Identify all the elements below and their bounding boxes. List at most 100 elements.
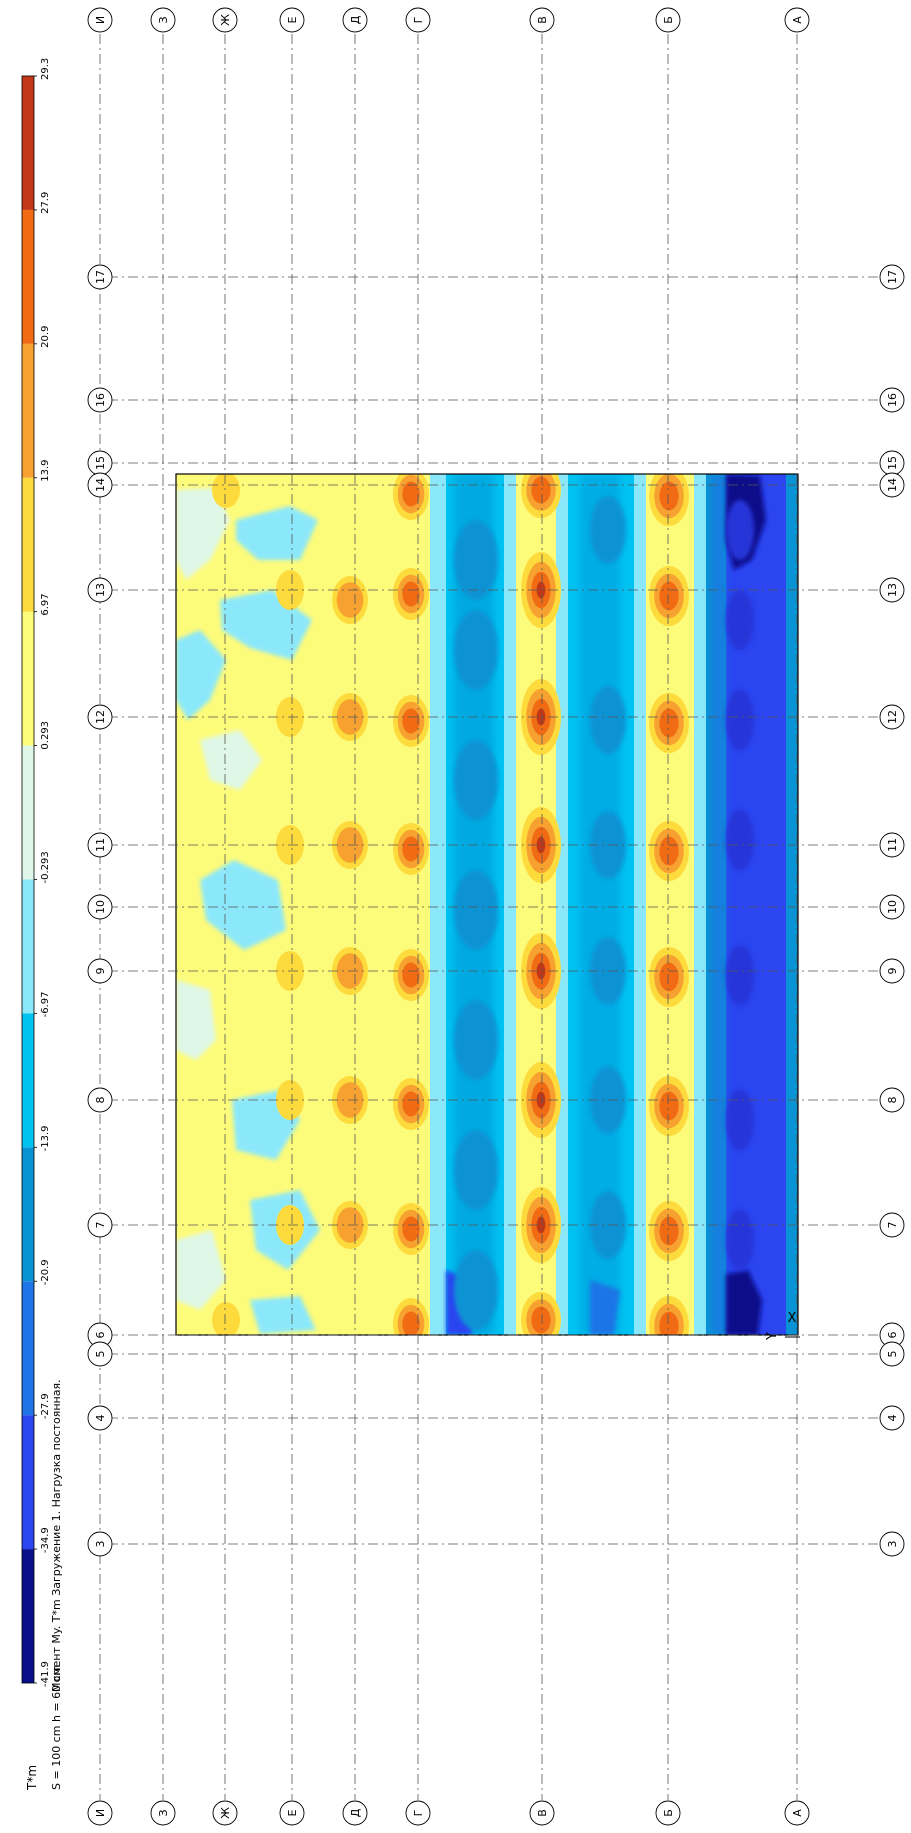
svg-text:И: И: [94, 1809, 107, 1817]
hot-spot: [531, 476, 551, 504]
hot-spot: [659, 1216, 679, 1246]
svg-text:9: 9: [94, 968, 107, 975]
grid-marker-left-7: 7: [87, 1212, 113, 1238]
hot-spot: [536, 581, 546, 599]
legend-swatch: [22, 477, 34, 612]
legend-swatch: [22, 343, 34, 478]
grid-marker-left-3: 3: [87, 1531, 113, 1557]
grid-marker-right-12: 12: [879, 704, 905, 730]
svg-text:11: 11: [886, 838, 899, 852]
hot-spot: [659, 1311, 679, 1335]
grid-marker-left-5: 5: [87, 1341, 113, 1367]
grid-marker-top-Е: Е: [279, 7, 305, 33]
svg-text:16: 16: [94, 393, 107, 407]
blue-spot: [726, 500, 754, 560]
hot-spot: [402, 1311, 420, 1335]
grid-marker-bottom-В: В: [529, 1800, 555, 1826]
color-scale-labels: -41.9 -34.9 -27.9 -20.9 -13.9 -6.97 -0.293 0.29…: [40, 58, 51, 1687]
svg-text:6: 6: [886, 1332, 899, 1339]
grid-marker-left-9: 9: [87, 958, 113, 984]
legend-value-label: 6.97: [40, 593, 51, 615]
grid-marker-right-7: 7: [879, 1212, 905, 1238]
grid-marker-top-З: З: [150, 7, 176, 33]
svg-text:Б: Б: [662, 1809, 675, 1817]
svg-text:13: 13: [886, 583, 899, 597]
hot-spot: [659, 708, 679, 738]
blue-spot: [590, 496, 626, 564]
svg-text:Б: Б: [662, 16, 675, 24]
grid-marker-left-13: 13: [87, 577, 113, 603]
origin-y-label: Y: [765, 1332, 780, 1341]
svg-text:6: 6: [94, 1332, 107, 1339]
hot-spot: [536, 708, 546, 726]
blue-spot: [454, 1130, 498, 1210]
svg-text:4: 4: [886, 1415, 899, 1422]
blue-spot: [454, 610, 498, 690]
legend-swatch: [22, 879, 34, 1014]
plot-title: Момент My. T*m Загружение 1. Нагрузка по…: [50, 1379, 63, 1692]
grid-marker-right-4: 4: [879, 1405, 905, 1431]
svg-text:Г: Г: [412, 16, 425, 23]
hot-spots: [212, 474, 689, 1335]
light-cyan-patches: [176, 488, 320, 1334]
plate-outline: [175, 473, 799, 1336]
legend-value-label: 0.293: [40, 721, 51, 750]
legend-value-label: -6.97: [40, 992, 51, 1018]
hot-spot: [659, 1091, 679, 1121]
svg-text:5: 5: [94, 1351, 107, 1358]
svg-text:И: И: [94, 16, 107, 24]
plate-contour-fill: [176, 474, 798, 1335]
legend-swatch: [22, 1281, 34, 1416]
svg-text:З: З: [157, 1809, 170, 1816]
svg-text:4: 4: [94, 1415, 107, 1422]
grid-marker-top-Г: Г: [405, 7, 431, 33]
legend-swatch: [22, 1549, 34, 1683]
hot-spot: [402, 1216, 420, 1242]
svg-text:Ж: Ж: [219, 1807, 232, 1819]
svg-text:Д: Д: [349, 1808, 362, 1817]
svg-text:8: 8: [886, 1097, 899, 1104]
blue-spot: [454, 1000, 498, 1080]
blue-spot: [454, 520, 498, 600]
units-label: T*m: [25, 1765, 39, 1791]
svg-text:17: 17: [886, 270, 899, 284]
svg-text:15: 15: [94, 456, 107, 470]
hot-spot: [659, 481, 679, 511]
grid-marker-left-16: 16: [87, 387, 113, 413]
legend-swatch: [22, 611, 34, 746]
grid-marker-right-13: 13: [879, 577, 905, 603]
svg-text:10: 10: [94, 900, 107, 914]
svg-text:8: 8: [94, 1097, 107, 1104]
hot-spot: [402, 836, 420, 862]
svg-text:3: 3: [94, 1541, 107, 1548]
grid-marker-right-3: 3: [879, 1531, 905, 1557]
svg-text:10: 10: [886, 900, 899, 914]
legend-value-label: 20.9: [40, 326, 51, 348]
legend-value-label: -41.9: [40, 1661, 51, 1687]
grid-marker-left-10: 10: [87, 894, 113, 920]
svg-text:9: 9: [886, 968, 899, 975]
svg-text:В: В: [536, 16, 549, 24]
grid-marker-top-Д: Д: [342, 7, 368, 33]
svg-text:В: В: [536, 1809, 549, 1817]
svg-text:Д: Д: [349, 15, 362, 24]
hot-spot: [402, 1091, 420, 1117]
color-scale-legend: [21, 75, 37, 1684]
grid-axis-markers: И И З З Ж Ж Е Е Д Д Г Г В В Б Б А А 17 17 16 16 15 15 14 14 13 13 12…: [87, 7, 905, 1826]
grid-marker-left-4: 4: [87, 1405, 113, 1431]
svg-text:З: З: [157, 16, 170, 23]
legend-value-label: 13.9: [40, 459, 51, 481]
grid-marker-left-8: 8: [87, 1087, 113, 1113]
hot-spot: [536, 962, 546, 980]
grid-marker-top-И: И: [87, 7, 113, 33]
grid-marker-bottom-А: А: [784, 1800, 810, 1826]
hot-spot: [402, 708, 420, 734]
hot-spot: [402, 481, 420, 507]
svg-text:Г: Г: [412, 1809, 425, 1816]
grid-marker-bottom-И: И: [87, 1800, 113, 1826]
grid-marker-right-8: 8: [879, 1087, 905, 1113]
hot-spot: [536, 1216, 546, 1234]
svg-text:15: 15: [886, 456, 899, 470]
hot-spot: [212, 474, 240, 508]
